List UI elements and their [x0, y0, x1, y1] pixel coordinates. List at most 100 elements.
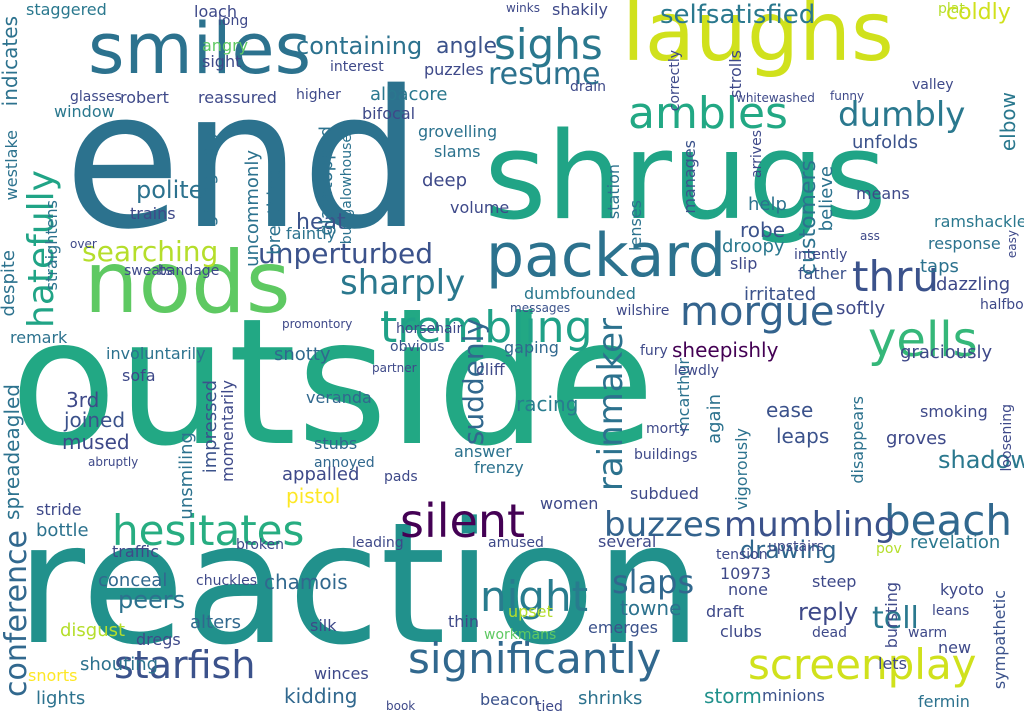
- word-softly: softly: [836, 298, 886, 319]
- word-beacon: beacon: [480, 690, 539, 709]
- word-spreadeagled: spreadeagled: [0, 384, 24, 520]
- word-obvious: obvious: [390, 339, 445, 355]
- word-robe: robe: [740, 218, 786, 242]
- word-leaps: leaps: [776, 424, 830, 448]
- word-disappears: disappears: [848, 396, 867, 484]
- word-broken: broken: [236, 537, 284, 553]
- word-sighs: sighs: [494, 20, 603, 69]
- word-several: several: [598, 532, 657, 551]
- word-laughs: laughs: [622, 0, 894, 80]
- word-graciously: graciously: [900, 342, 993, 363]
- word-cliff: cliff: [476, 360, 505, 379]
- word-new: new: [938, 638, 972, 657]
- word-kyoto: kyoto: [940, 580, 985, 599]
- word-none: none: [728, 580, 768, 599]
- word-involuntarily: involuntarily: [106, 344, 206, 363]
- word-chamois: chamois: [264, 570, 348, 594]
- word-ambles: ambles: [628, 88, 788, 139]
- word-reaction: reaction: [16, 486, 702, 682]
- word-reassured: reassured: [198, 88, 277, 107]
- word-peers: peers: [118, 586, 186, 614]
- word-sympathetic: sympathetic: [990, 590, 1009, 690]
- word-heat: heat: [296, 210, 346, 235]
- word-3rd: 3rd: [66, 388, 100, 412]
- word-deep: deep: [422, 170, 467, 191]
- word-westlake: westlake: [2, 130, 21, 201]
- word-grovelling: grovelling: [418, 122, 498, 141]
- word-remark: remark: [10, 328, 68, 347]
- word-selfsatisfied: selfsatisfied: [660, 0, 816, 30]
- word-screenplay: screenplay: [748, 640, 977, 689]
- word-irritated: irritated: [744, 284, 817, 305]
- word-staggered: staggered: [26, 0, 107, 19]
- word-winces: winces: [314, 664, 369, 683]
- word-glasstopped: glasstopped: [316, 126, 337, 236]
- word-outside: outside: [10, 282, 656, 485]
- word-silk: silk: [310, 616, 337, 635]
- word-subdued: subdued: [630, 484, 699, 503]
- word-book: funny: [830, 89, 865, 103]
- word-response: response: [928, 234, 1001, 253]
- word-bandage: stride: [36, 500, 82, 519]
- word-rainmaker: rainmaker: [591, 318, 631, 492]
- word-mused: mused: [62, 430, 130, 454]
- word-leans: leans: [932, 603, 970, 619]
- word-slams: slams: [434, 142, 481, 161]
- word-uncommonly: uncommonly: [242, 150, 263, 267]
- word-messages: messages: [510, 301, 571, 315]
- word-tell: tell: [872, 601, 919, 636]
- word-trembling: trembling: [380, 302, 593, 353]
- word-mumbling: mumbling: [724, 505, 896, 545]
- word-sharply: sharply: [340, 263, 466, 303]
- word-frenzy: frenzy: [474, 458, 524, 477]
- word-reply: reply: [798, 598, 859, 626]
- word-coldly: coldly: [946, 0, 1011, 25]
- word-resume: resume: [488, 57, 601, 92]
- word-despite: despite: [0, 250, 19, 317]
- word-upstairs: upstairs: [768, 539, 825, 555]
- word-storm: storm: [704, 684, 762, 708]
- word-long: long: [218, 13, 249, 29]
- word-sweats: abruptly: [88, 455, 139, 469]
- word-lenses: over: [70, 237, 97, 251]
- word-shrinks: shrinks: [578, 688, 643, 709]
- word-bottle: bottle: [36, 520, 89, 541]
- word-starfish: starfish: [114, 643, 256, 687]
- word-yells: yells: [868, 312, 978, 368]
- word-you: women: [540, 494, 599, 513]
- word-drain: lenses: [626, 200, 645, 251]
- word-disgust: disgust: [60, 620, 126, 641]
- word-alters: alters: [190, 612, 241, 633]
- word-towne: towne: [620, 596, 682, 620]
- word-gaping: gaping: [504, 338, 559, 357]
- word-wilshire: wilshire: [616, 303, 670, 319]
- word-fermin: fermin: [918, 692, 970, 711]
- word-angry: angry: [202, 36, 249, 55]
- word-draft: draft: [706, 602, 745, 621]
- word-emerges: emerges: [588, 618, 658, 637]
- word-valley: ass: [860, 229, 880, 243]
- word-winks: shakily: [552, 0, 608, 19]
- word-dazzling: dazzling: [936, 274, 1011, 295]
- word-chuckles: chuckles: [196, 573, 258, 589]
- word-horsehair: horsehair: [396, 321, 463, 337]
- word-volume: volume: [450, 198, 510, 217]
- word-dregs: dregs: [136, 630, 181, 649]
- word-bungalowhouse: bungalowhouse: [339, 134, 355, 245]
- word-station: promontory: [282, 317, 353, 331]
- word-partner: partner: [372, 361, 417, 375]
- word-breathing: breathing: [264, 168, 285, 255]
- word-lets: lets: [878, 654, 907, 673]
- word-containing: containing: [296, 32, 423, 60]
- word-fury: fury: [640, 343, 668, 359]
- word-shrugs: shrugs: [484, 108, 887, 247]
- word-leading: leading: [352, 535, 404, 551]
- word-revelation: revelation: [910, 532, 1001, 553]
- word-shadow: shadow: [938, 446, 1024, 474]
- word-interest: interest: [330, 59, 384, 75]
- word-returns: tied: [536, 699, 563, 715]
- word-end: end: [64, 50, 422, 271]
- word-bifocal: bifocal: [362, 104, 416, 123]
- word-conceal: conceal: [98, 570, 168, 591]
